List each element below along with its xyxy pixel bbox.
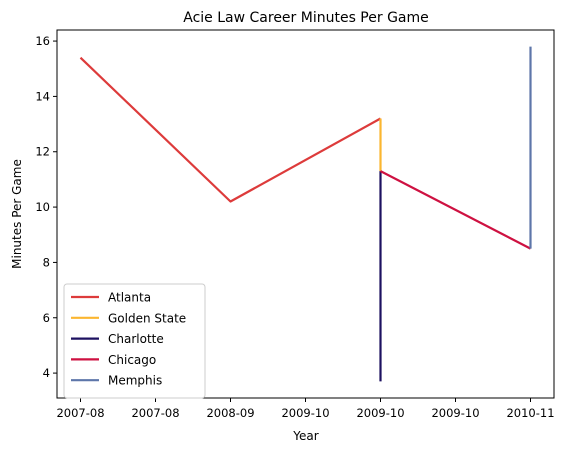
y-axis-label: Minutes Per Game (10, 159, 24, 269)
x-tick-label: 2007-08 (131, 406, 179, 420)
legend-label: Atlanta (108, 291, 151, 305)
x-axis-label: Year (292, 429, 318, 443)
y-tick-label: 12 (35, 145, 50, 159)
legend-label: Memphis (108, 374, 162, 388)
y-tick-label: 14 (35, 89, 50, 103)
legend-label: Golden State (108, 311, 186, 325)
y-tick-label: 6 (43, 311, 50, 325)
x-tick-label: 2009-10 (431, 406, 479, 420)
series-line-0 (79, 56, 382, 203)
x-tick-label: 2009-10 (281, 406, 329, 420)
x-tick-label: 2007-08 (56, 406, 104, 420)
series-layer (79, 46, 532, 382)
x-tick-label: 2008-09 (206, 406, 254, 420)
legend-label: Chicago (108, 353, 156, 367)
legend: Atlanta Golden State Charlotte Chicago Memph… (63, 283, 206, 399)
x-tick-label: 2010-11 (506, 406, 554, 420)
y-tick-label: 4 (43, 366, 50, 380)
series-line-3 (379, 170, 532, 250)
y-tick-label: 8 (43, 255, 50, 269)
y-tick-label: 10 (35, 200, 50, 214)
axes-layer: 2007-08 2007-08 2008-09 2009-10 2009-10 2009-… (35, 29, 555, 420)
x-tick-label: 2009-10 (356, 406, 404, 420)
chart-title: Acie Law Career Minutes Per Game (183, 10, 429, 26)
legend-label: Charlotte (108, 332, 164, 346)
legend-box (63, 283, 206, 399)
y-tick-label: 16 (35, 34, 50, 48)
